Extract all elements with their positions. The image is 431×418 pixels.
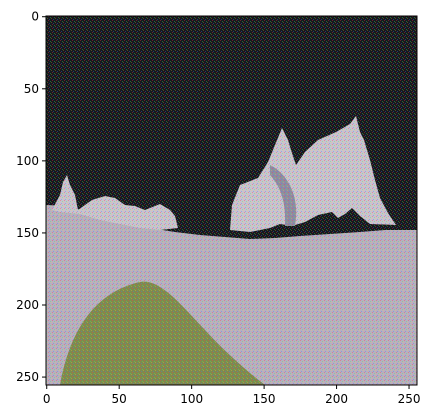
x-tick-label: 200 <box>325 392 348 406</box>
y-tick-label: 100 <box>16 154 39 168</box>
grain-overlay <box>46 16 417 385</box>
x-tick-label: 150 <box>253 392 276 406</box>
y-tick-label: 250 <box>16 370 39 384</box>
y-tick-label: 50 <box>24 82 39 96</box>
y-tick-label: 0 <box>31 10 39 24</box>
x-tick-label: 50 <box>112 392 127 406</box>
x-tick-label: 0 <box>43 392 51 406</box>
image-plot <box>46 16 417 385</box>
x-axis: 0 50 100 150 200 250 <box>43 385 421 406</box>
x-tick-label: 100 <box>180 392 203 406</box>
x-tick-label: 250 <box>398 392 421 406</box>
y-axis: 0 50 100 150 200 250 <box>16 10 46 384</box>
y-tick-label: 200 <box>16 298 39 312</box>
y-tick-label: 150 <box>16 226 39 240</box>
axes-frame <box>45 15 418 386</box>
